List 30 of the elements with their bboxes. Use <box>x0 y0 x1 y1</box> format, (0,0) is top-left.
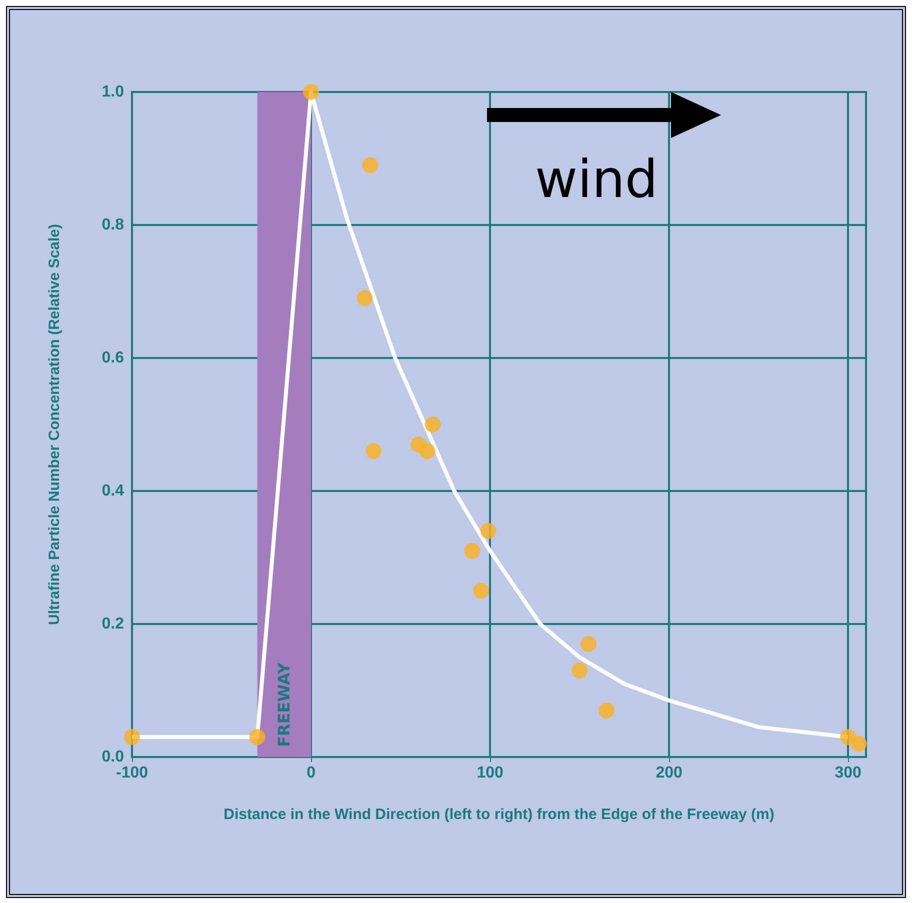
y-tick-label: 0.8 <box>102 216 124 234</box>
x-tick-label: -100 <box>116 764 148 782</box>
annotation: wind <box>535 150 658 210</box>
y-tick-label: 0.2 <box>102 616 124 632</box>
x-tick-label: 300 <box>834 764 862 782</box>
point <box>580 636 597 652</box>
x-tick-label: 200 <box>656 764 683 782</box>
y-tick-label: 0.0 <box>102 748 124 766</box>
point <box>419 443 436 460</box>
point <box>362 157 378 174</box>
point <box>572 662 588 679</box>
point <box>850 736 867 752</box>
point <box>598 702 614 718</box>
x-tick-label: 0 <box>306 764 316 782</box>
point <box>480 522 496 539</box>
point <box>473 582 490 599</box>
y-tick-label: 0.6 <box>102 350 124 366</box>
point <box>356 290 373 306</box>
y-tick-label: 1.0 <box>102 84 124 100</box>
point <box>303 84 320 100</box>
point <box>424 416 441 432</box>
point <box>464 542 480 559</box>
y-tick-label: 0.4 <box>102 482 124 500</box>
x-tick-label: 100 <box>476 764 504 782</box>
x-axis-title: Distance in the Wind Direction (left to right) from the Edge of the Freeway (m) <box>224 806 774 823</box>
point <box>249 729 266 746</box>
point <box>124 729 140 746</box>
point <box>366 443 382 460</box>
band-label: FREEWAY <box>274 662 294 747</box>
y-axis-title: Ultrafine Particle Number Concentration (Relative Scale) <box>46 224 63 625</box>
